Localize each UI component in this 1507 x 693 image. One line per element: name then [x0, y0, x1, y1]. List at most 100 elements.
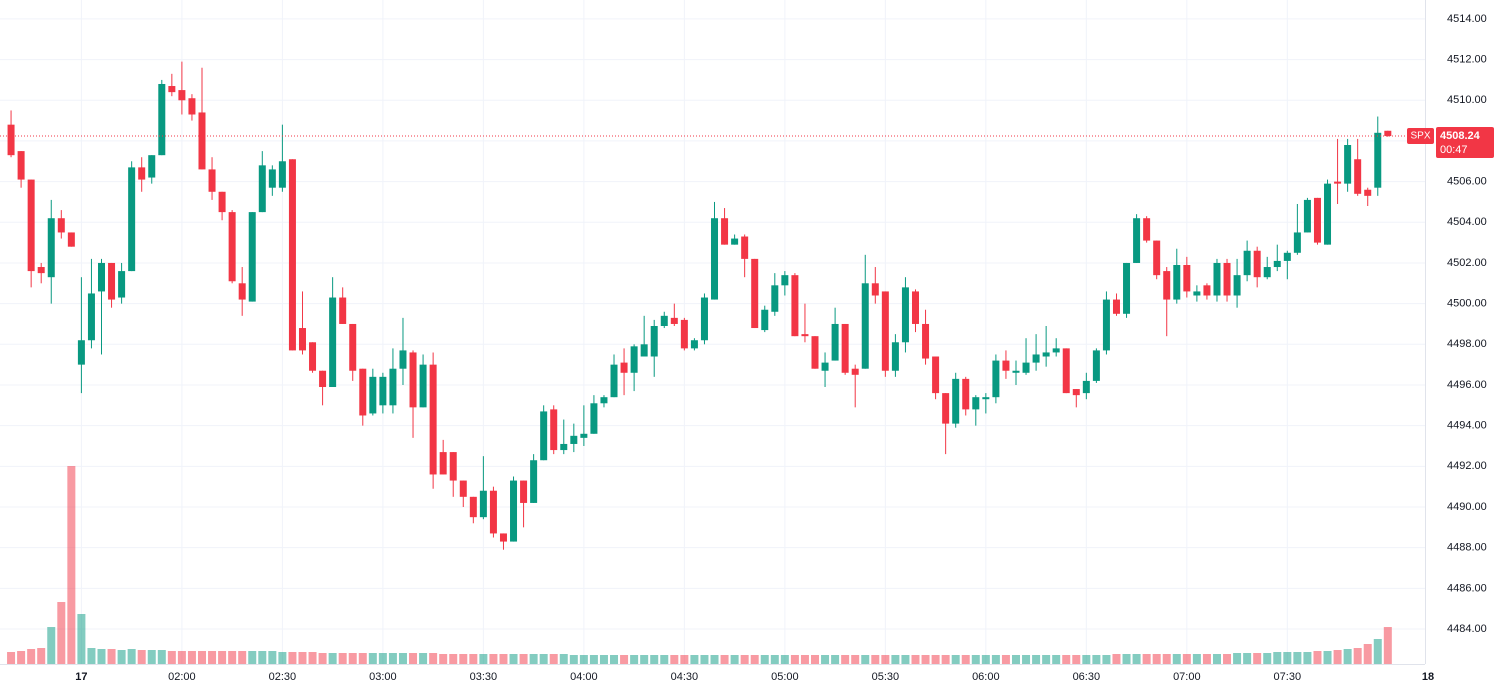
volume-bar: [991, 655, 1000, 664]
candle-body: [1032, 354, 1040, 363]
volume-bar: [47, 627, 56, 664]
volume-bar: [841, 655, 850, 664]
volume-bar: [961, 655, 970, 664]
candle-body: [1374, 132, 1382, 188]
candle-body: [47, 218, 55, 278]
volume-bar: [1162, 654, 1171, 664]
candle-body: [901, 287, 909, 343]
y-tick-label: 4494.00: [1447, 420, 1487, 432]
candle-body: [580, 433, 588, 438]
candle-body: [841, 323, 849, 373]
volume-bar: [821, 655, 830, 664]
volume-bar: [1343, 649, 1352, 664]
volume-bar: [760, 655, 769, 664]
y-tick-label: 4496.00: [1447, 379, 1487, 391]
volume-bar: [720, 655, 729, 664]
candle-body: [600, 397, 608, 404]
volume-bar: [167, 651, 176, 664]
candle-body: [278, 161, 286, 188]
volume-bar: [197, 651, 206, 664]
candle-body: [399, 350, 407, 369]
volume-bar: [981, 655, 990, 664]
candle-body: [791, 275, 799, 337]
candle-body: [168, 86, 176, 93]
volume-bar: [368, 653, 377, 664]
candle-body: [409, 352, 417, 408]
candle-body: [932, 356, 940, 394]
candle-body: [1203, 285, 1211, 296]
volume-bar: [1383, 627, 1392, 664]
volume-bar: [489, 654, 498, 664]
candle-body: [67, 232, 75, 247]
candle-body: [891, 342, 899, 371]
volume-bar: [1212, 654, 1221, 664]
candles: [7, 61, 1392, 550]
y-tick-label: 4498.00: [1447, 338, 1487, 350]
volume-bar: [127, 649, 136, 664]
candle-body: [821, 362, 829, 371]
volume-bar: [1001, 655, 1010, 664]
x-tick-label: 07:00: [1173, 671, 1201, 683]
candle-body: [570, 435, 578, 444]
candle-body: [97, 262, 105, 292]
volume-bar: [811, 655, 820, 664]
volume-bar: [187, 651, 196, 664]
candle-body: [1193, 291, 1201, 296]
volume-bar: [409, 653, 418, 664]
volume-bar: [17, 651, 26, 664]
candle-body: [1253, 250, 1261, 278]
volume-bar: [670, 655, 679, 664]
volume-bar: [147, 650, 156, 664]
candle-body: [610, 364, 618, 398]
candle-body: [952, 378, 960, 424]
volume-bar: [941, 655, 950, 664]
volume-bar: [1152, 654, 1161, 664]
volume-bar: [308, 652, 317, 664]
volume-bar: [790, 655, 799, 664]
y-tick-label: 4504.00: [1447, 216, 1487, 228]
volume-bar: [1202, 654, 1211, 664]
price-tag: 4508.24: [1440, 130, 1481, 142]
candle-body: [57, 218, 65, 233]
volume-bar: [931, 655, 940, 664]
candle-body: [922, 323, 930, 359]
x-tick-label: 17: [75, 671, 87, 683]
volume-bar: [1373, 639, 1382, 664]
x-tick-label: 04:30: [671, 671, 699, 683]
y-tick-label: 4492.00: [1447, 460, 1487, 472]
volume-bar: [1182, 654, 1191, 664]
volume-bar: [218, 651, 227, 664]
y-tick-label: 4484.00: [1447, 623, 1487, 635]
volume-bar: [1062, 655, 1071, 664]
candle-body: [1223, 262, 1231, 296]
volume-bar: [1072, 655, 1081, 664]
candle-body: [188, 98, 196, 115]
candle-body: [660, 315, 668, 327]
volume-bar: [268, 651, 277, 664]
volume-bar: [177, 651, 186, 664]
candle-body: [208, 169, 216, 192]
candle-body: [298, 328, 306, 351]
candle-body: [731, 238, 739, 245]
y-tick-label: 4514.00: [1447, 13, 1487, 25]
volume-bar: [680, 655, 689, 664]
volume-bar: [770, 655, 779, 664]
y-tick-label: 4500.00: [1447, 298, 1487, 310]
candle-body: [1042, 352, 1050, 357]
candle-body: [77, 340, 85, 365]
volume-bar: [1283, 652, 1292, 664]
volume-bar: [1293, 652, 1302, 664]
candle-body: [379, 376, 387, 406]
volume-bar: [780, 655, 789, 664]
candle-body: [1123, 262, 1131, 314]
candle-body: [560, 443, 568, 451]
volume-bar: [710, 655, 719, 664]
volume-bar: [871, 655, 880, 664]
candle-body: [309, 342, 317, 371]
candle-body: [972, 397, 980, 410]
candle-body: [1364, 189, 1372, 196]
volume-bar: [248, 651, 257, 664]
volume-bar: [388, 653, 397, 664]
candle-body: [1092, 350, 1100, 381]
volume-bar: [529, 654, 538, 664]
